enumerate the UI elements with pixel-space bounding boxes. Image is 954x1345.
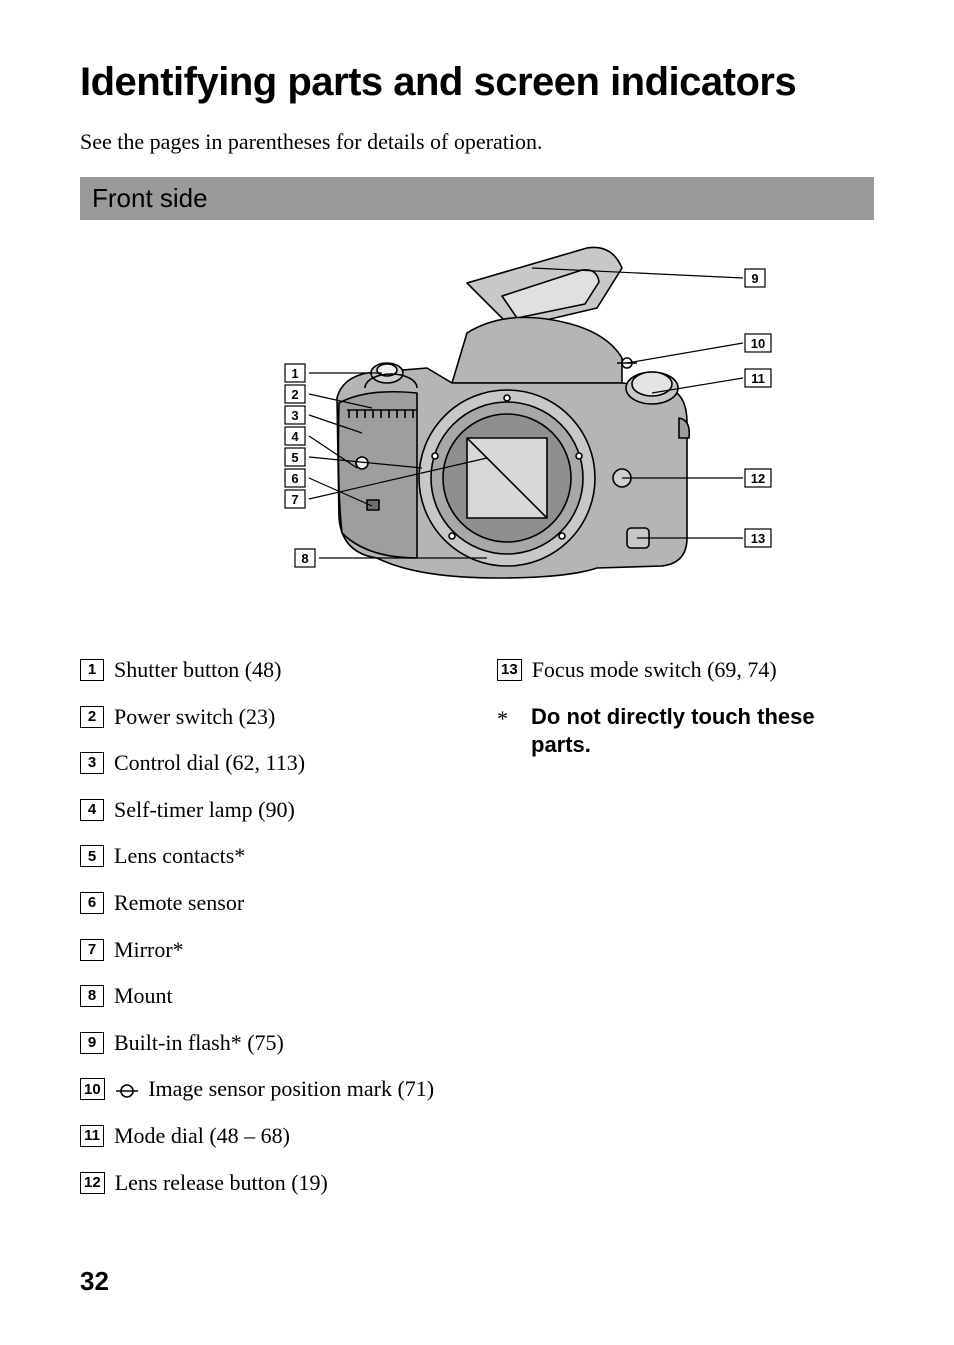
- camera-diagram: 12345678910111213: [167, 238, 787, 618]
- list-item-label: Lens release button (19): [115, 1169, 328, 1198]
- list-item-label: Mount: [114, 982, 173, 1011]
- list-item: 3 Control dial (62, 113): [80, 749, 457, 778]
- svg-text:4: 4: [291, 429, 299, 444]
- list-item-label: Focus mode switch (69, 74): [532, 656, 777, 685]
- list-item: 2 Power switch (23): [80, 703, 457, 732]
- page-number: 32: [80, 1266, 109, 1297]
- callout-number-box: 11: [80, 1125, 104, 1147]
- intro-text: See the pages in parentheses for details…: [80, 129, 874, 155]
- svg-text:2: 2: [291, 387, 298, 402]
- list-item-label: Built-in flash* (75): [114, 1029, 284, 1058]
- page-heading: Identifying parts and screen indicators: [80, 60, 874, 105]
- section-title-bar: Front side: [80, 177, 874, 220]
- callout-number-box: 2: [80, 706, 104, 728]
- callout-number-box: 7: [80, 939, 104, 961]
- list-item-label: Image sensor position mark (71): [115, 1075, 434, 1104]
- callout-number-box: 8: [80, 985, 104, 1007]
- list-item: 1 Shutter button (48): [80, 656, 457, 685]
- list-item-label: Lens contacts*: [114, 842, 245, 871]
- svg-text:7: 7: [291, 492, 298, 507]
- svg-text:3: 3: [291, 408, 298, 423]
- list-item-label: Self-timer lamp (90): [114, 796, 295, 825]
- callout-number-box: 6: [80, 892, 104, 914]
- svg-text:1: 1: [291, 366, 298, 381]
- list-item: 6 Remote sensor: [80, 889, 457, 918]
- svg-text:6: 6: [291, 471, 298, 486]
- svg-text:9: 9: [751, 271, 758, 286]
- callout-number-box: 10: [80, 1078, 105, 1100]
- list-item: 13 Focus mode switch (69, 74): [497, 656, 874, 685]
- list-item-label: Power switch (23): [114, 703, 275, 732]
- callout-number-box: 12: [80, 1172, 105, 1194]
- callout-number-box: 1: [80, 659, 104, 681]
- parts-list-left: 1 Shutter button (48) 2 Power switch (23) 3C…: [80, 656, 457, 1215]
- svg-text:11: 11: [751, 371, 765, 386]
- callout-number-box: 9: [80, 1032, 104, 1054]
- callout-number-box: 3: [80, 752, 104, 774]
- svg-text:10: 10: [751, 336, 765, 351]
- list-item: 8 Mount: [80, 982, 457, 1011]
- footnote-asterisk: *: [497, 705, 521, 734]
- svg-text:8: 8: [301, 551, 308, 566]
- list-item-label: Control dial (62, 113): [114, 749, 305, 778]
- svg-text:5: 5: [291, 450, 298, 465]
- diagram-container: 12345678910111213: [80, 238, 874, 618]
- list-item-label: Mirror*: [114, 936, 184, 965]
- list-item: 9 Built-in flash* (75): [80, 1029, 457, 1058]
- list-item: 4 Self-timer lamp (90): [80, 796, 457, 825]
- parts-list-right: 13 Focus mode switch (69, 74) * Do not dire…: [497, 656, 874, 1215]
- callout-number-box: 13: [497, 659, 522, 681]
- list-item: 5 Lens contacts*: [80, 842, 457, 871]
- list-item-label: Remote sensor: [114, 889, 244, 918]
- parts-list-columns: 1 Shutter button (48) 2 Power switch (23) 3C…: [80, 656, 874, 1215]
- image-sensor-position-mark-icon: [115, 1083, 139, 1099]
- list-item: 12 Lens release button (19): [80, 1169, 457, 1198]
- svg-text:13: 13: [751, 531, 765, 546]
- list-item: 10 Image sensor position mark (71): [80, 1075, 457, 1104]
- list-item-label: Mode dial (48 – 68): [114, 1122, 290, 1151]
- svg-text:12: 12: [751, 471, 765, 486]
- list-item: 11 Mode dial (48 – 68): [80, 1122, 457, 1151]
- footnote: * Do not directly touch these parts.: [497, 703, 874, 760]
- footnote-text: Do not directly touch these parts.: [531, 703, 874, 760]
- list-item: 7 Mirror*: [80, 936, 457, 965]
- list-item-label: Shutter button (48): [114, 656, 281, 685]
- callout-number-box: 5: [80, 845, 104, 867]
- callout-number-box: 4: [80, 799, 104, 821]
